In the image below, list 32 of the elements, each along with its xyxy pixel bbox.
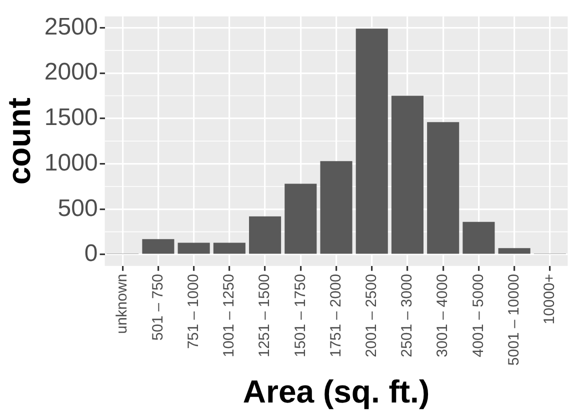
bar [391,96,424,254]
y-tick-label: 0 [84,240,98,268]
bar [249,216,282,254]
y-tick-label: 2000 [44,58,98,86]
x-tick-label: 1751 – 2000 [327,274,344,358]
x-tick-label: 1251 – 1500 [256,274,274,358]
x-tick-label: 751 – 1000 [184,274,202,349]
x-tick-label: 5001 – 10000 [505,274,522,366]
bar [284,184,317,254]
bar [213,242,246,254]
y-tick-label: 2500 [44,13,98,40]
y-tick-label: 1500 [44,104,98,132]
bar [462,222,495,254]
x-tick-label: 501 – 750 [149,274,166,341]
x-tick-label: 2001 – 2500 [363,274,380,358]
x-tick-label: 4001 – 5000 [470,274,487,358]
x-tick-label: 1001 – 1250 [220,274,238,358]
x-tick-label: 2501 – 3000 [398,274,416,358]
y-tick-label: 1000 [44,149,98,176]
x-tick-label: 1501 – 1750 [292,274,309,358]
x-tick-label: 10000+ [541,274,558,324]
y-axis-title: count [1,97,38,185]
bar [320,161,352,254]
y-tick-label: 500 [58,194,98,222]
bar [142,239,174,254]
bar [356,28,388,254]
x-axis-title: Area (sq. ft.) [242,374,430,410]
bar [178,242,210,254]
bar [498,248,530,254]
bar [427,122,460,254]
x-tick-label: unknown [114,274,131,334]
x-tick-label: 3001 – 4000 [434,274,452,358]
